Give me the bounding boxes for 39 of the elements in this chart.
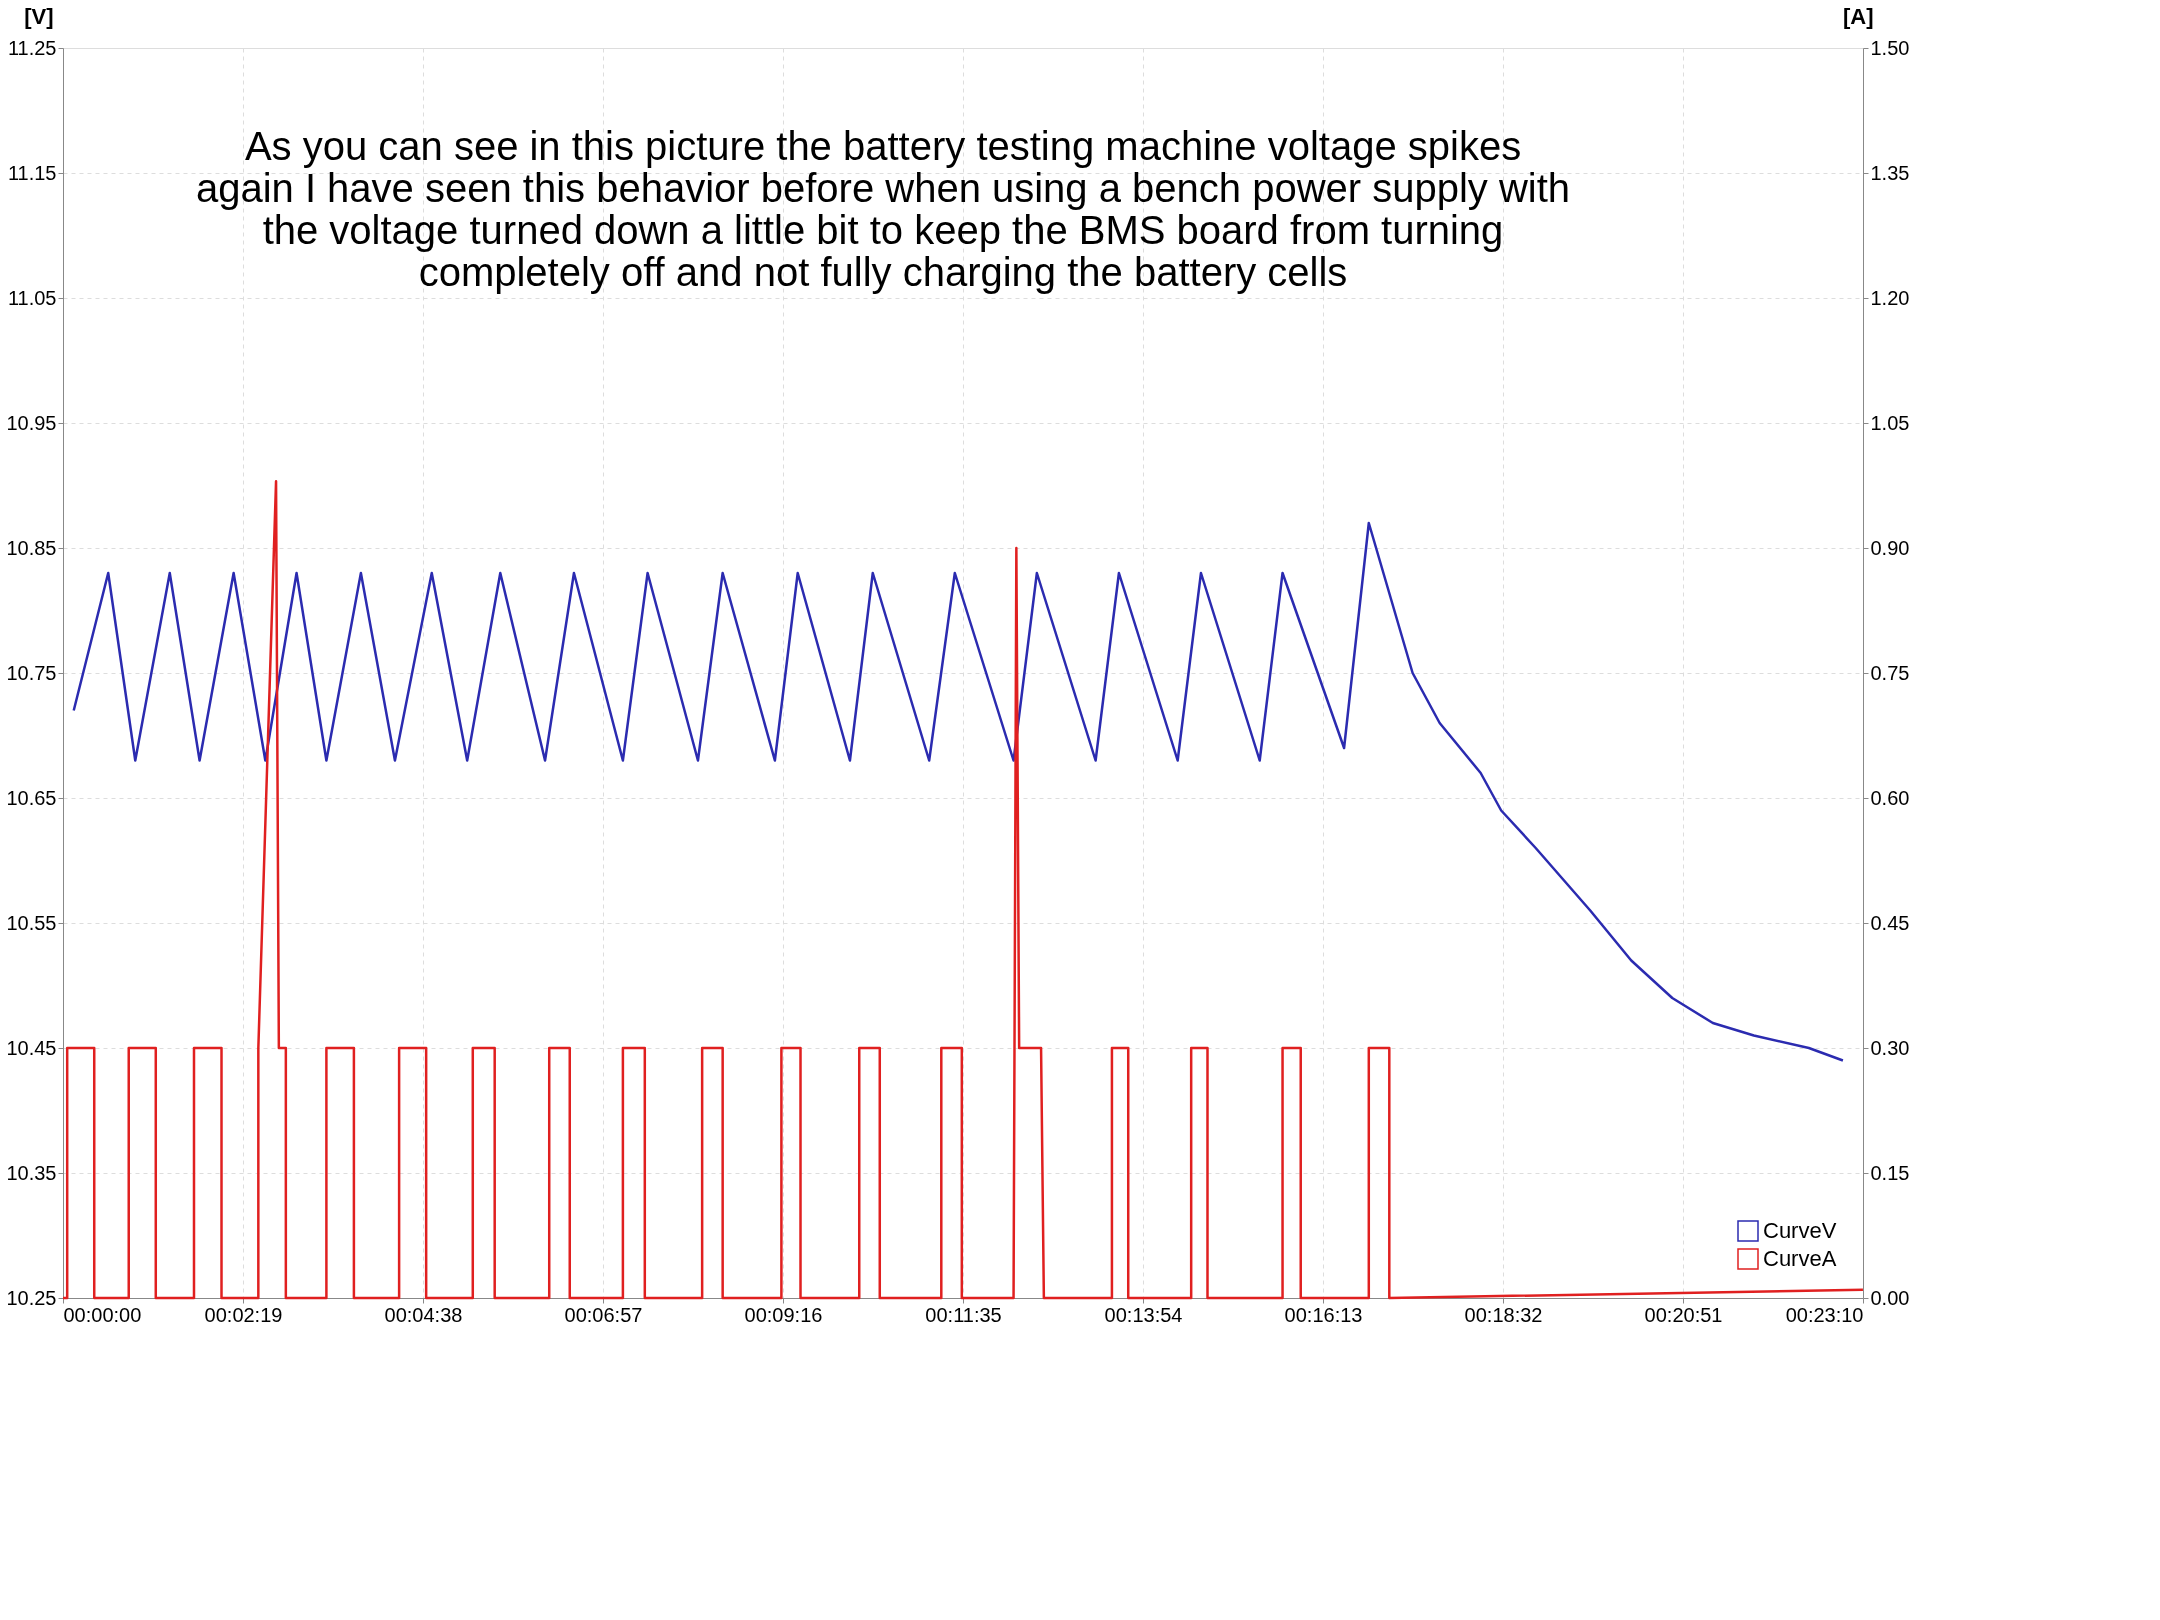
x-tick-label: 00:00:00 [63,1303,142,1326]
legend-label: CurveA [1763,1246,1837,1271]
y2-tick-label: 1.35 [1870,161,1910,184]
x-tick-label: 00:18:32 [1464,1303,1543,1326]
x-tick-label: 00:13:54 [1104,1303,1183,1326]
y-tick-label: 10.95 [6,411,57,434]
y-tick-label: 11.05 [7,286,57,309]
x-tick-label: 00:06:57 [564,1303,643,1326]
y-tick-label: 10.45 [6,1036,57,1059]
y-axis-title: [V] [24,3,54,29]
y2-tick-label: 1.20 [1870,286,1910,309]
y-tick-label: 10.75 [6,661,57,684]
y2-axis-title: [A] [1842,3,1874,29]
y2-tick-label: 0.00 [1870,1286,1910,1309]
y-tick-label: 10.85 [6,536,57,559]
y2-tick-label: 0.15 [1870,1161,1910,1184]
y-tick-label: 10.55 [6,911,57,934]
x-tick-label: 00:09:16 [744,1303,823,1326]
x-tick-label: 00:20:51 [1644,1303,1723,1326]
x-tick-label: 00:04:38 [384,1303,463,1326]
y2-tick-label: 0.90 [1870,536,1910,559]
y2-tick-label: 0.60 [1870,786,1910,809]
annotation: As you can see in this picture the battery testing machine voltage spikes again I have seen this behavior before when using a bench power supply with the voltage turned down a little bit to keep the BMS board from turning completely off and not fully charging the battery cells [195,124,1571,294]
legend-label: CurveV [1763,1218,1837,1243]
y2-tick-label: 0.75 [1870,661,1910,684]
y-tick-label: 10.65 [6,786,57,809]
x-tick-label: 00:11:35 [925,1303,1002,1326]
line-series [72,521,1845,1062]
y-tick-label: 10.25 [6,1286,57,1309]
x-tick-label: 00:02:19 [204,1303,283,1326]
y2-tick-label: 1.05 [1870,411,1910,434]
y2-tick-label: 0.45 [1870,911,1910,934]
y-tick-label: 11.15 [7,161,57,184]
y-tick-label: 10.35 [6,1161,57,1184]
x-tick-label: 00:23:10 [1785,1303,1864,1326]
y2-tick-label: 0.30 [1870,1036,1910,1059]
x-tick-label: 00:16:13 [1284,1303,1363,1326]
y-tick-label: 11.25 [7,36,57,59]
y2-tick-label: 1.50 [1870,36,1910,59]
